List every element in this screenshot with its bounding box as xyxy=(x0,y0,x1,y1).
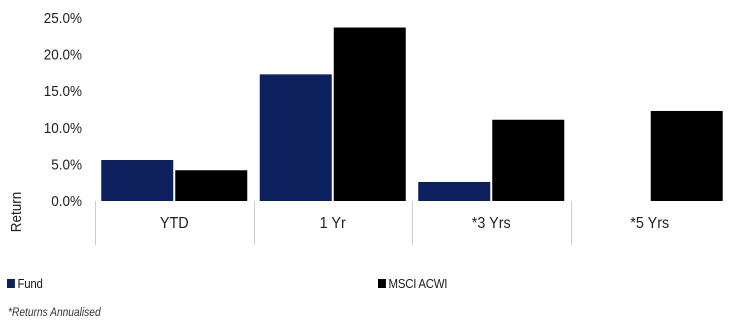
y-tick-label: 15.0% xyxy=(44,84,83,101)
footnote: *Returns Annualised xyxy=(8,305,101,319)
y-tick-label: 0.0% xyxy=(51,193,82,210)
y-tick-label: 20.0% xyxy=(44,47,83,64)
legend-swatch-msci-acwi xyxy=(378,279,386,288)
legend-label-msci-acwi: MSCI ACWI xyxy=(388,276,448,291)
legend-item-msci-acwi: MSCI ACWI xyxy=(378,276,447,291)
y-tick-label: 5.0% xyxy=(51,157,82,174)
x-category-label: *3 Yrs xyxy=(472,214,511,232)
legend-swatch-fund xyxy=(7,279,15,288)
bar-msci-acwi-2 xyxy=(492,119,565,201)
x-category-label: YTD xyxy=(160,214,189,232)
legend-label-fund: Fund xyxy=(17,276,43,291)
y-tick-label: 10.0% xyxy=(44,120,83,137)
x-category-label: *5 Yrs xyxy=(630,214,669,232)
bar-msci-acwi-0 xyxy=(175,170,248,201)
bar-msci-acwi-1 xyxy=(333,27,406,201)
bar-fund-2 xyxy=(418,181,491,201)
bar-msci-acwi-3 xyxy=(650,110,723,201)
y-axis-label: Return xyxy=(8,192,25,232)
legend-item-fund: Fund xyxy=(7,276,43,291)
bar-fund-0 xyxy=(101,160,174,201)
x-category-label: 1 Yr xyxy=(320,214,346,232)
y-tick-label: 25.0% xyxy=(44,10,83,27)
bar-fund-1 xyxy=(259,74,332,201)
